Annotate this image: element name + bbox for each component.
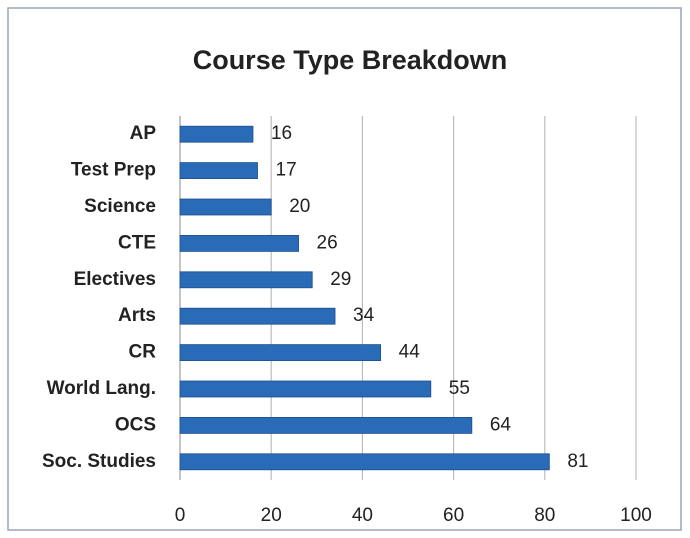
data-label: 55 xyxy=(449,378,470,399)
x-tick-label: 20 xyxy=(261,505,282,526)
bar xyxy=(179,125,254,143)
bar xyxy=(179,453,550,471)
y-tick-label: Soc. Studies xyxy=(42,451,156,472)
y-tick-label: AP xyxy=(130,123,157,144)
bar xyxy=(179,162,258,180)
x-tick-label: 0 xyxy=(175,505,186,526)
y-tick-label: Science xyxy=(84,196,156,217)
y-tick-label: OCS xyxy=(115,414,156,435)
x-tick-label: 60 xyxy=(443,505,464,526)
x-tick-label: 40 xyxy=(352,505,373,526)
bar xyxy=(179,198,272,216)
data-label: 34 xyxy=(353,305,375,326)
y-tick-label: Electives xyxy=(74,269,156,290)
bar xyxy=(179,271,313,289)
data-label: 16 xyxy=(271,123,292,144)
data-label: 64 xyxy=(490,414,512,435)
data-label: 44 xyxy=(399,342,421,363)
y-tick-label: CTE xyxy=(118,232,156,253)
x-tick-label: 80 xyxy=(534,505,555,526)
y-tick-label: Test Prep xyxy=(71,160,156,181)
data-label: 17 xyxy=(276,160,297,181)
bar xyxy=(179,380,432,398)
chart-title: Course Type Breakdown xyxy=(193,45,508,75)
data-label: 81 xyxy=(567,451,588,472)
bar xyxy=(179,234,299,252)
x-tick-label: 100 xyxy=(620,505,652,526)
y-tick-label: World Lang. xyxy=(47,378,156,399)
bar xyxy=(179,307,336,325)
data-label: 20 xyxy=(289,196,310,217)
data-label: 26 xyxy=(317,232,338,253)
data-label: 29 xyxy=(330,269,351,290)
y-tick-label: CR xyxy=(129,342,157,363)
bar xyxy=(179,344,382,362)
y-tick-label: Arts xyxy=(118,305,156,326)
bar xyxy=(179,416,473,434)
chart-border xyxy=(7,7,682,531)
